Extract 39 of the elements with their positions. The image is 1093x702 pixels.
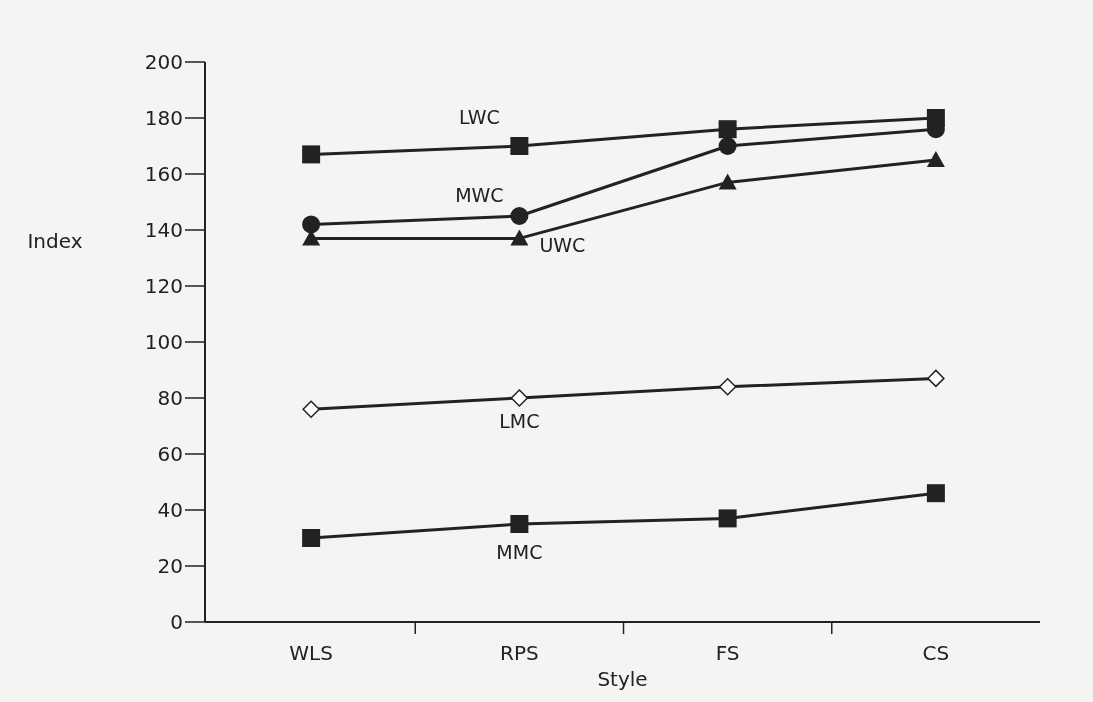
point (718, 173, 737, 190)
y-tick-label: 120 (144, 274, 183, 298)
y-tick-label: 40 (157, 498, 183, 522)
series-label: MWC (455, 184, 504, 206)
point (510, 207, 529, 225)
point (302, 529, 321, 547)
x-tick-label: WLS (289, 641, 333, 665)
point (510, 137, 529, 155)
y-tick-label: 20 (157, 554, 183, 578)
point (718, 378, 737, 396)
x-tick-label: RPS (500, 641, 539, 665)
x-tick-label: CS (922, 641, 950, 665)
point (718, 120, 737, 139)
y-tick-label: 200 (144, 50, 183, 74)
series-label: LWC (458, 106, 500, 128)
x-tick-label: FS (715, 641, 740, 665)
y-tick-label: 160 (144, 162, 183, 186)
point (926, 484, 945, 503)
y-tick-label: 100 (144, 330, 183, 354)
series-label: UWC (539, 234, 586, 257)
series-label: LMC (499, 410, 540, 432)
y-tick-label: 80 (157, 386, 183, 410)
y-tick-label: 0 (170, 610, 183, 634)
point (302, 215, 321, 234)
point (302, 145, 321, 164)
series-label: MMC (496, 541, 543, 563)
point (718, 137, 737, 155)
point (510, 389, 529, 407)
point (718, 509, 737, 528)
point (927, 369, 945, 388)
x-axis-title: Style (597, 667, 648, 691)
point (302, 400, 320, 418)
y-tick-label: 180 (144, 106, 183, 130)
y-tick-label: 60 (157, 442, 183, 466)
point (510, 229, 529, 246)
y-axis-title: Index (27, 229, 83, 253)
point (926, 151, 945, 167)
point (510, 515, 529, 533)
y-tick-label: 140 (144, 218, 183, 242)
